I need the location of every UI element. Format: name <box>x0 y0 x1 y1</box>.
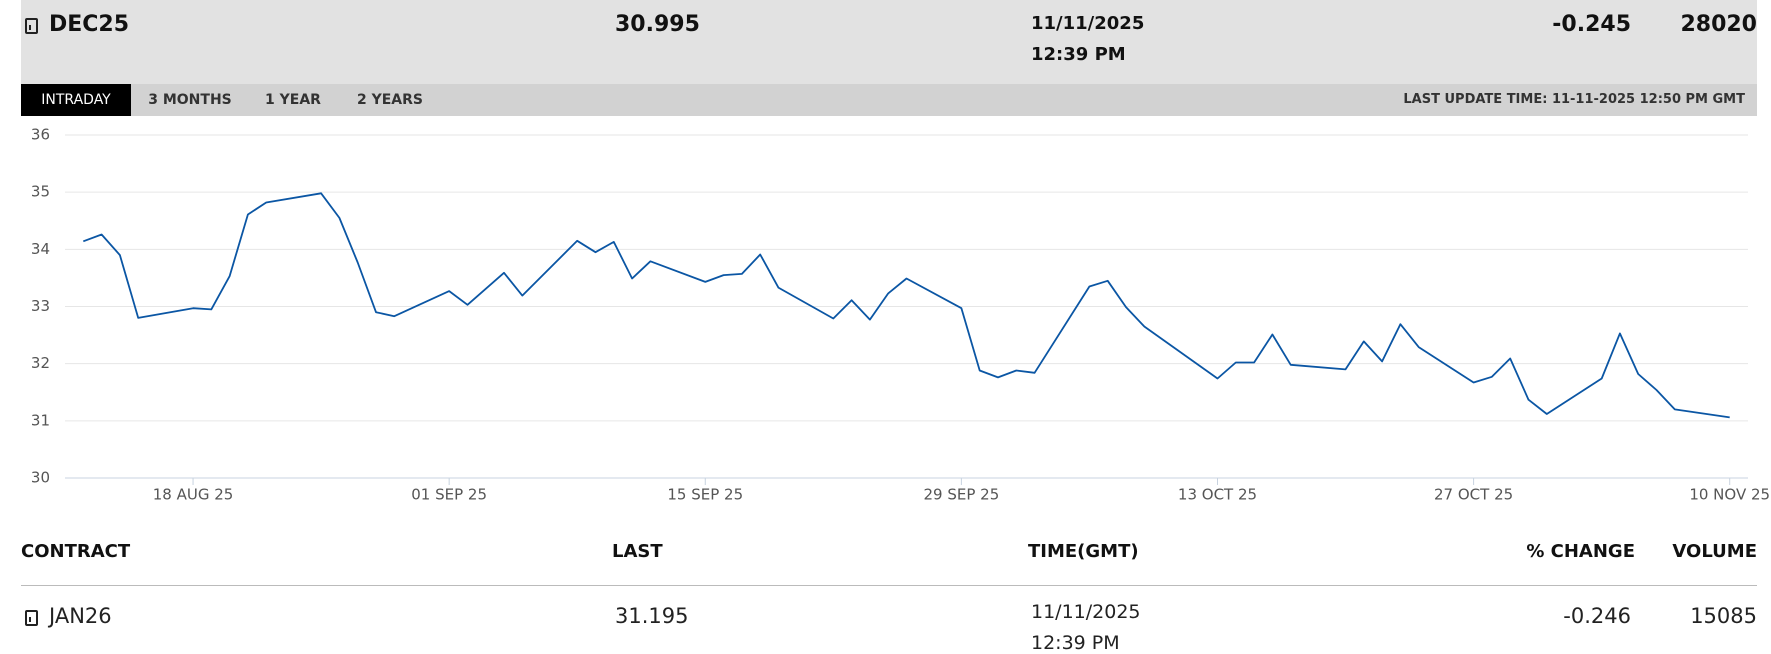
x-tick-label: 27 OCT 25 <box>1434 486 1513 504</box>
column-header: TIME(GMT) <box>1028 541 1139 562</box>
y-tick-label: 33 <box>31 297 50 315</box>
contract-icon <box>25 610 38 626</box>
change: -0.246 <box>1563 604 1631 628</box>
x-tick-label: 29 SEP 25 <box>923 486 999 504</box>
x-tick-label: 10 NOV 25 <box>1689 486 1770 504</box>
x-tick-label: 15 SEP 25 <box>667 486 743 504</box>
price-line <box>82 192 1730 419</box>
contract-icon <box>25 18 38 34</box>
last-price: 30.995 <box>615 12 700 37</box>
contract[interactable]: JAN26 <box>49 604 112 628</box>
volume: 28020 <box>1680 12 1757 37</box>
column-header: % CHANGE <box>1526 541 1635 562</box>
time: 12:39 PM <box>1031 44 1126 65</box>
divider <box>21 585 1757 586</box>
y-tick-label: 30 <box>31 469 50 487</box>
x-tick-label: 18 AUG 25 <box>153 486 234 504</box>
column-header: CONTRACT <box>21 541 131 562</box>
tab-bar: INTRADAY 3 MONTHS 1 YEAR 2 YEARS LAST UP… <box>21 84 1757 116</box>
change: -0.245 <box>1552 12 1631 37</box>
x-tick-label: 01 SEP 25 <box>411 486 487 504</box>
time: 12:39 PM <box>1031 632 1120 654</box>
column-header: LAST <box>612 541 663 562</box>
volume: 15085 <box>1690 604 1757 628</box>
tab[interactable]: 2 YEARS <box>356 92 423 108</box>
tab[interactable]: 3 MONTHS <box>148 92 232 108</box>
y-tick-label: 35 <box>31 183 50 201</box>
tab[interactable]: INTRADAY <box>21 84 131 116</box>
header-bar <box>21 0 1757 84</box>
column-header: VOLUME <box>1672 541 1757 562</box>
y-tick-label: 34 <box>31 240 50 258</box>
y-tick-label: 36 <box>31 126 50 144</box>
last-update: LAST UPDATE TIME: 11-11-2025 12:50 PM GM… <box>1403 92 1745 107</box>
date: 11/11/2025 <box>1031 13 1145 34</box>
chart: 30 31 32 33 34 35 36 18 AUG 25 01 SEP 25 15 SEP 2… <box>31 126 1770 504</box>
y-tick-label: 32 <box>31 354 50 372</box>
contract[interactable]: DEC25 <box>49 12 130 37</box>
tab[interactable]: 1 YEAR <box>265 92 321 108</box>
y-tick-label: 31 <box>31 411 50 429</box>
last-price: 31.195 <box>615 604 689 628</box>
x-tick-label: 13 OCT 25 <box>1178 486 1257 504</box>
date: 11/11/2025 <box>1031 601 1141 623</box>
